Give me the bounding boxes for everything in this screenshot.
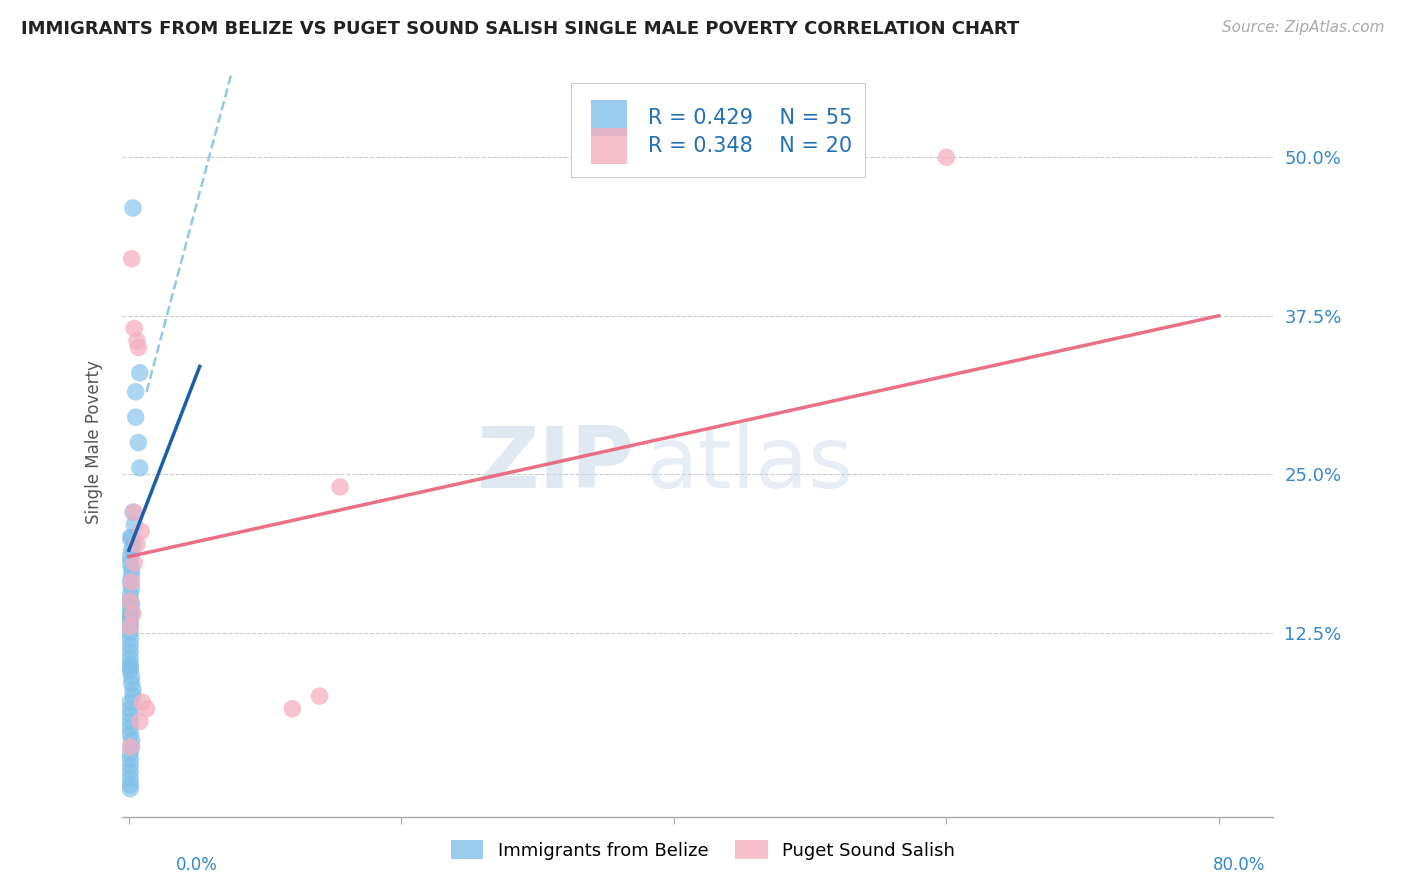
Point (120, 645, 142, 659)
Point (120, 778, 142, 792)
Point (121, 574, 143, 589)
Point (124, 556, 146, 570)
Point (120, 619, 142, 633)
Point (120, 695, 142, 709)
Point (120, 752, 142, 766)
Y-axis label: Single Male Poverty: Single Male Poverty (86, 360, 103, 524)
Point (129, 524, 152, 539)
Point (120, 746, 142, 760)
Point (131, 695, 153, 709)
Point (120, 625, 142, 640)
Point (120, 613, 142, 627)
Point (124, 384, 146, 399)
Point (122, 607, 145, 621)
Point (125, 334, 148, 348)
Point (120, 594, 142, 608)
Point (122, 505, 145, 519)
Point (120, 600, 142, 615)
Text: ZIP: ZIP (477, 424, 634, 507)
Text: 80.0%: 80.0% (1213, 856, 1265, 874)
Point (120, 708, 142, 723)
Point (120, 632, 142, 646)
Point (122, 201, 145, 215)
Point (121, 733, 143, 747)
Point (128, 714, 150, 729)
Point (120, 531, 142, 545)
Point (128, 366, 150, 380)
Point (120, 765, 142, 780)
Point (120, 588, 142, 602)
Point (127, 341, 149, 355)
Point (122, 689, 145, 703)
Point (121, 597, 143, 611)
Point (120, 739, 142, 754)
Point (122, 682, 145, 697)
Point (120, 664, 142, 678)
Point (127, 435, 149, 450)
Text: atlas: atlas (645, 424, 853, 507)
Text: R = 0.429    N = 55: R = 0.429 N = 55 (648, 108, 852, 128)
Point (329, 480, 352, 494)
Point (124, 410, 146, 425)
Point (120, 594, 142, 608)
Point (121, 531, 143, 545)
Point (121, 543, 143, 558)
Point (121, 739, 143, 754)
FancyBboxPatch shape (591, 128, 627, 164)
Point (120, 781, 142, 796)
Point (121, 582, 143, 596)
Point (121, 676, 143, 690)
Text: Source: ZipAtlas.com: Source: ZipAtlas.com (1222, 20, 1385, 35)
Point (120, 660, 142, 674)
FancyBboxPatch shape (591, 100, 627, 136)
Point (135, 702, 157, 716)
Point (120, 702, 142, 716)
Point (124, 505, 146, 519)
Point (128, 461, 150, 475)
Point (121, 604, 143, 618)
Legend: Immigrants from Belize, Puget Sound Salish: Immigrants from Belize, Puget Sound Sali… (443, 833, 963, 867)
Point (120, 651, 142, 665)
Point (120, 721, 142, 735)
Point (122, 537, 145, 551)
Point (120, 616, 142, 631)
Point (120, 727, 142, 741)
Point (120, 657, 142, 672)
Point (120, 759, 142, 773)
Point (120, 772, 142, 786)
Point (120, 556, 142, 570)
FancyBboxPatch shape (571, 84, 865, 177)
Point (124, 517, 146, 532)
Point (120, 607, 142, 621)
Point (120, 574, 142, 589)
Point (121, 568, 143, 582)
Point (121, 562, 143, 576)
Point (281, 702, 304, 716)
Text: IMMIGRANTS FROM BELIZE VS PUGET SOUND SALISH SINGLE MALE POVERTY CORRELATION CHA: IMMIGRANTS FROM BELIZE VS PUGET SOUND SA… (21, 20, 1019, 37)
Point (120, 639, 142, 653)
Point (121, 252, 143, 266)
Point (120, 619, 142, 633)
Point (124, 321, 146, 335)
Point (121, 670, 143, 684)
Point (308, 689, 330, 703)
Point (935, 150, 957, 164)
Point (125, 537, 148, 551)
Text: 0.0%: 0.0% (176, 856, 218, 874)
Text: R = 0.348    N = 20: R = 0.348 N = 20 (648, 136, 852, 156)
Point (120, 609, 142, 624)
Point (120, 549, 142, 564)
Point (120, 714, 142, 729)
